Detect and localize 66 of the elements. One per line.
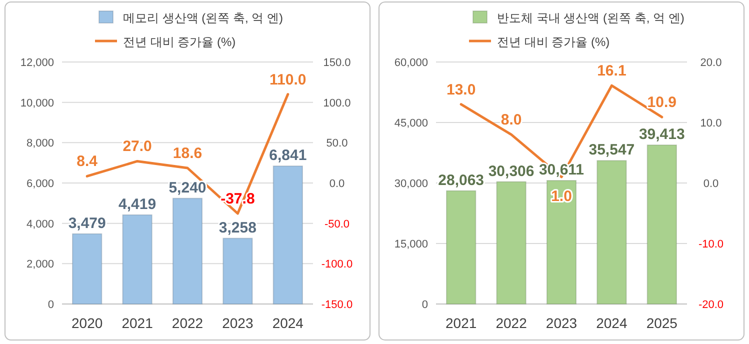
bar xyxy=(446,190,476,304)
y-tick-label: 6,000 xyxy=(26,178,54,190)
data-label: 35,547 xyxy=(588,142,635,159)
x-tick-label: 2021 xyxy=(122,315,154,331)
y-tick-label: 8,000 xyxy=(26,138,54,150)
y-tick-label: 30,000 xyxy=(394,178,428,190)
x-tick-label: 2023 xyxy=(546,315,578,331)
bar xyxy=(172,198,203,304)
y2-tick-label: 10.0 xyxy=(700,118,722,130)
y-tick-label: 0 xyxy=(48,299,54,311)
data-label: 3,258 xyxy=(218,219,256,236)
y2-tick-label: 50.0 xyxy=(326,138,348,150)
legend-label: 반도체 국내 생산액 (왼쪽 축, 억 엔) xyxy=(497,11,684,25)
y-tick-label: 45,000 xyxy=(394,118,428,130)
data-label: 8.4 xyxy=(76,153,98,170)
y2-tick-label: -50.0 xyxy=(324,218,350,230)
y2-tick-label: -10.0 xyxy=(698,238,724,250)
x-tick-label: 2023 xyxy=(222,315,254,331)
y2-tick-label: -100.0 xyxy=(321,258,353,271)
legend-label: 메모리 생산액 (왼쪽 축, 억 엔) xyxy=(123,11,283,25)
y2-tick-label: 20.0 xyxy=(700,57,722,69)
y-tick-label: 10,000 xyxy=(20,97,54,110)
bar xyxy=(496,181,526,304)
x-tick-label: 2025 xyxy=(646,315,678,331)
data-label: 27.0 xyxy=(122,138,152,156)
data-label: 28,063 xyxy=(438,172,484,189)
data-label: 30,306 xyxy=(488,162,534,180)
bar xyxy=(122,214,152,304)
y-tick-label: 2,000 xyxy=(26,258,54,271)
data-label: 5,240 xyxy=(168,179,206,196)
y2-tick-label: -20.0 xyxy=(698,299,724,311)
data-label: 39,413 xyxy=(638,126,685,144)
legend-label: 전년 대비 증가율 (%) xyxy=(123,35,236,49)
legend-label: 전년 대비 증가율 (%) xyxy=(497,35,610,49)
x-tick-label: 2024 xyxy=(596,315,628,331)
bar xyxy=(272,166,303,304)
bar xyxy=(546,180,577,304)
y-tick-label: 12,000 xyxy=(20,57,54,69)
y2-tick-label: 0.0 xyxy=(329,178,345,190)
data-label: 16.1 xyxy=(597,62,626,80)
y2-tick-label: -150.0 xyxy=(321,299,353,311)
y2-tick-label: 150.0 xyxy=(323,57,351,69)
bar xyxy=(222,238,253,304)
data-label: 18.6 xyxy=(172,144,202,162)
data-label: 1.0 xyxy=(551,188,572,205)
y2-tick-label: 0.0 xyxy=(703,178,719,190)
data-label: 3,479 xyxy=(68,214,106,232)
y-tick-label: 60,000 xyxy=(394,57,428,69)
y-tick-label: 0 xyxy=(422,299,428,311)
data-label: 6,841 xyxy=(269,147,307,164)
x-tick-label: 2024 xyxy=(272,315,304,331)
x-tick-label: 2020 xyxy=(72,315,103,331)
x-tick-label: 2022 xyxy=(172,315,204,331)
bar xyxy=(646,144,677,304)
data-label: 13.0 xyxy=(446,81,476,98)
x-tick-label: 2021 xyxy=(446,315,477,331)
bar xyxy=(72,233,102,304)
x-tick-label: 2022 xyxy=(496,315,528,331)
bar xyxy=(596,160,627,304)
y-tick-label: 15,000 xyxy=(394,238,428,250)
data-label: 110.0 xyxy=(270,71,306,88)
data-label: 10.9 xyxy=(647,94,676,112)
y-tick-label: 4,000 xyxy=(26,218,54,230)
data-label: 4,419 xyxy=(118,196,156,213)
y2-tick-label: 100.0 xyxy=(323,97,351,110)
data-label: 8.0 xyxy=(500,112,522,129)
